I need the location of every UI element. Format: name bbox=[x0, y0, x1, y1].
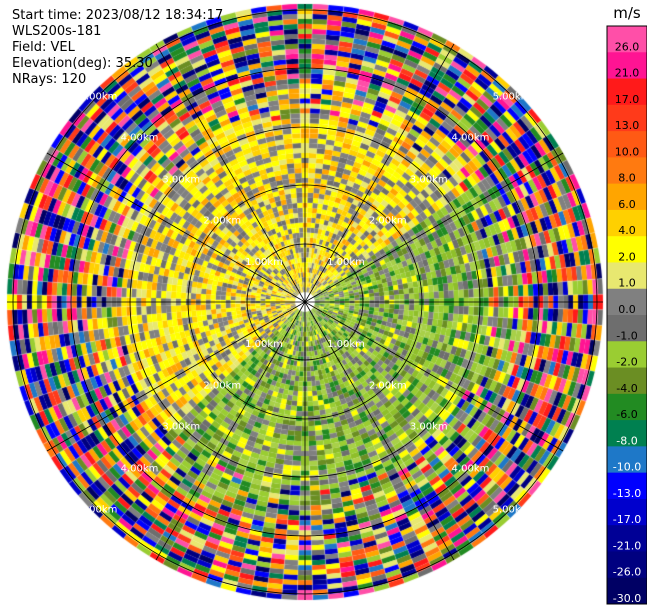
start-time-label: Start time: 2023/08/12 18:34:17 bbox=[12, 8, 224, 23]
station-label: WLS200s-181 bbox=[12, 24, 102, 39]
nrays-label: NRays: 120 bbox=[12, 72, 87, 87]
field-label: Field: VEL bbox=[12, 40, 75, 55]
elevation-label: Elevation(deg): 35.30 bbox=[12, 56, 153, 71]
